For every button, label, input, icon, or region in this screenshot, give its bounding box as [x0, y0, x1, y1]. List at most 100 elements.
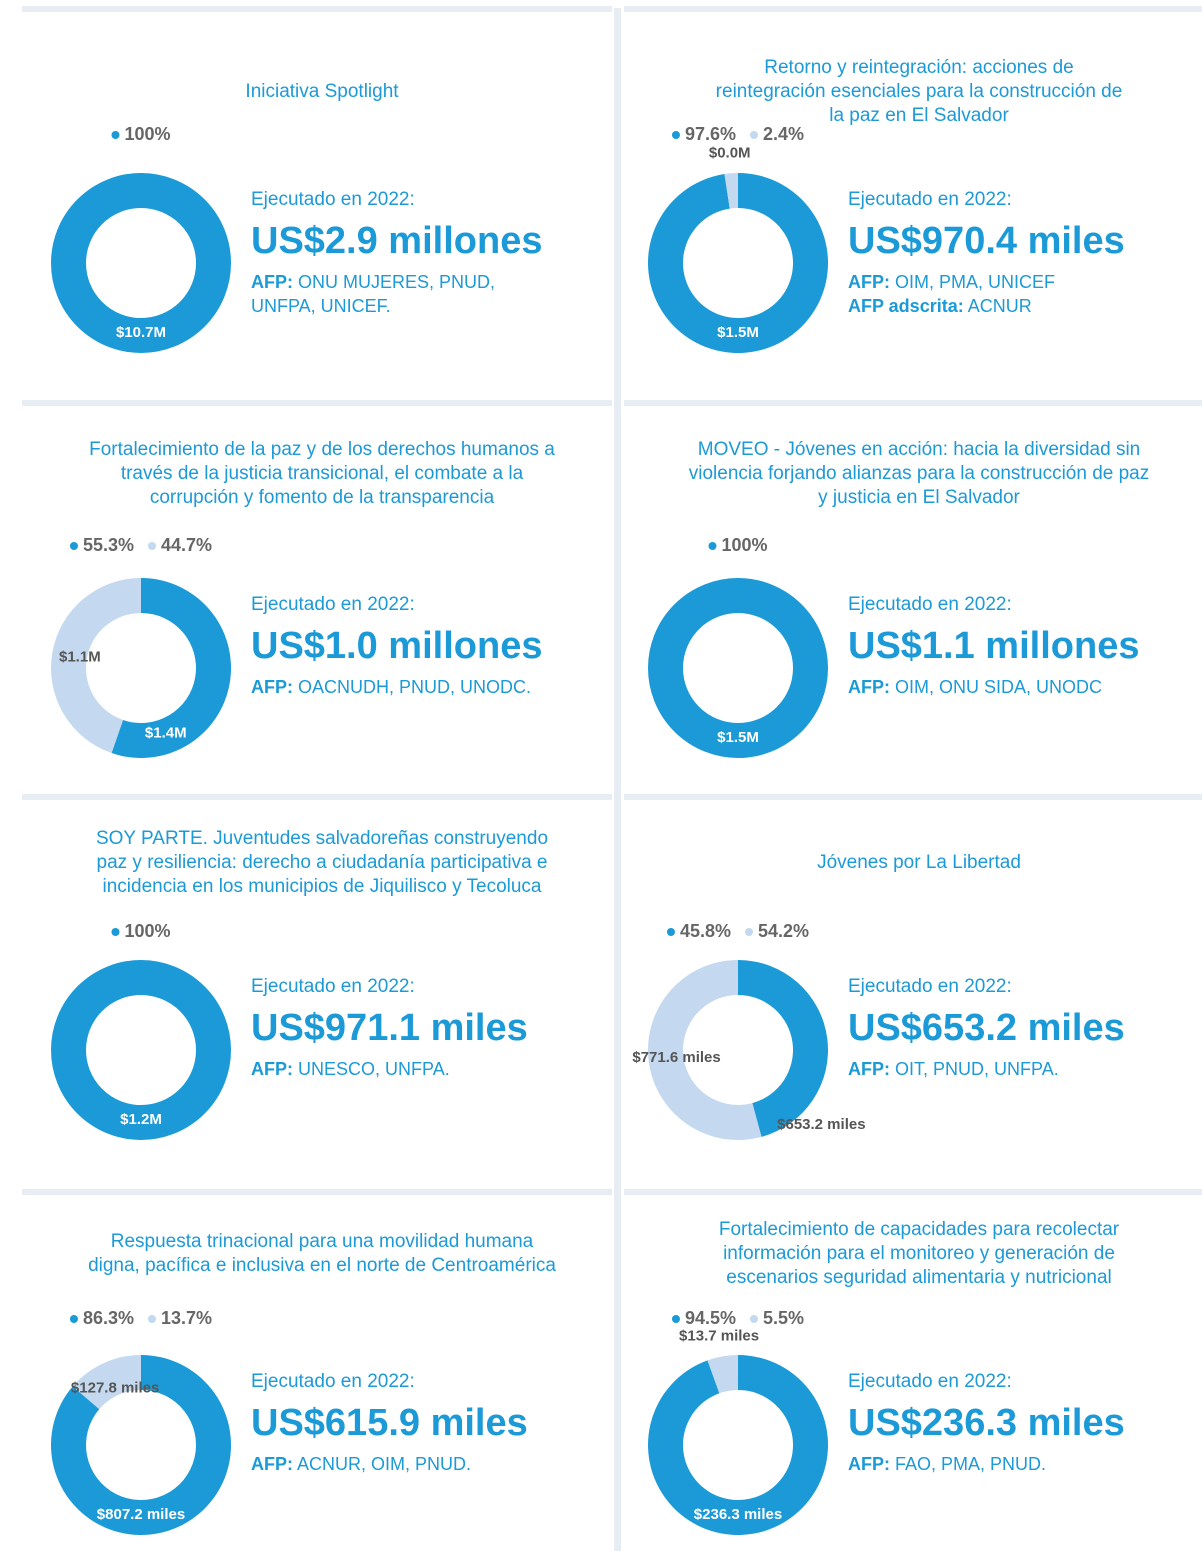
legend-dot: [666, 928, 675, 936]
legend: 97.6% 2.4%: [671, 124, 804, 144]
total: US$2.9 millones: [251, 220, 542, 262]
slice-label: $10.7M: [116, 324, 166, 341]
caption: Ejecutado en 2022:: [251, 976, 415, 997]
legend-label: 55.3%: [83, 535, 134, 555]
donut-slice: [50, 578, 142, 754]
card-title: Retorno y reintegración: acciones de: [764, 57, 1073, 78]
donut-card: Retorno y reintegración: acciones de rein…: [648, 57, 1125, 354]
legend-label: 2.4%: [763, 124, 804, 144]
legend-label: 5.5%: [763, 1308, 804, 1328]
agency-list: OACNUDH, PNUD, UNODC.: [298, 677, 531, 697]
slice-label: $653.2 miles: [777, 1116, 865, 1133]
legend-label: 13.7%: [161, 1308, 212, 1328]
agency-label: AFP:: [251, 1059, 293, 1079]
card-title: Iniciativa Spotlight: [245, 81, 399, 102]
card-title: MOVEO - Jóvenes en acción: hacia la dive…: [698, 439, 1141, 460]
agency-list: ACNUR: [968, 296, 1032, 316]
card-title: digna, pacífica e inclusiva en el norte …: [88, 1255, 556, 1276]
slice-label: $1.5M: [717, 729, 759, 746]
caption: Ejecutado en 2022:: [251, 189, 415, 210]
donut-card: Jóvenes por La Libertad 45.8% 54.2% $653.2 …: [632, 852, 1125, 1140]
card-title: Respuesta trinacional para una movilidad…: [111, 1231, 534, 1252]
donut-slice: [51, 173, 231, 353]
donut-slice: [707, 1355, 738, 1394]
agency-label: AFP:: [251, 1454, 293, 1474]
agency-label: AFP:: [251, 272, 293, 292]
card-title: escenarios seguridad alimentaria y nutri…: [726, 1267, 1111, 1288]
legend-dot: [69, 1315, 78, 1323]
legend-label: 44.7%: [161, 535, 212, 555]
card-title: través de la justicia transicional, el c…: [121, 463, 524, 484]
row-divider: [22, 400, 612, 406]
donut-slice: [647, 1355, 828, 1536]
legend: 100%: [111, 124, 171, 144]
slice-label: $0.0M: [709, 144, 751, 161]
legend: 45.8% 54.2%: [666, 921, 809, 941]
donut-slice: [51, 960, 231, 1140]
legend-label: 86.3%: [83, 1308, 134, 1328]
agencies: AFP: ONU MUJERES, PNUD,: [251, 272, 495, 292]
agency-label: AFP adscrita:: [848, 296, 964, 316]
agency-list: FAO, PMA, PNUD.: [895, 1454, 1046, 1474]
row-divider: [22, 794, 612, 800]
agency-list: ONU MUJERES, PNUD,: [298, 272, 495, 292]
agency-list: OIT, PNUD, UNFPA.: [895, 1059, 1059, 1079]
donut-card: Fortalecimiento de capacidades para reco…: [647, 1219, 1125, 1536]
total: US$653.2 miles: [848, 1007, 1125, 1049]
agencies: AFP: OIT, PNUD, UNFPA.: [848, 1059, 1059, 1079]
row-divider: [22, 6, 612, 12]
legend: 55.3% 44.7%: [69, 535, 212, 555]
donut-slice: [111, 578, 231, 758]
row-divider: [624, 794, 1202, 800]
total: US$1.0 millones: [251, 625, 542, 667]
agencies: AFP: OACNUDH, PNUD, UNODC.: [251, 677, 531, 697]
agency-label: AFP:: [848, 1059, 890, 1079]
card-title: incidencia en los municipios de Jiquilis…: [103, 876, 542, 897]
agency-list: UNESCO, UNFPA.: [298, 1059, 450, 1079]
legend-dot: [69, 542, 78, 550]
legend-dot: [148, 1315, 156, 1323]
slice-label: $13.7 miles: [679, 1328, 759, 1345]
total: US$615.9 miles: [251, 1402, 528, 1444]
total: US$236.3 miles: [848, 1402, 1125, 1444]
agency-label: AFP:: [848, 1454, 890, 1474]
donut-slice: [738, 960, 829, 1137]
agency-label: AFP:: [848, 272, 890, 292]
card-title: Jóvenes por La Libertad: [817, 852, 1021, 873]
legend-label: 97.6%: [685, 124, 736, 144]
legend-dot: [750, 1315, 759, 1323]
legend: 94.5% 5.5%: [671, 1308, 804, 1328]
legend-label: 100%: [124, 124, 170, 144]
donut-slice: [724, 173, 738, 209]
total: US$970.4 miles: [848, 220, 1125, 262]
card-title: información para el monitoreo y generaci…: [723, 1243, 1115, 1264]
agency-label: AFP:: [251, 677, 293, 697]
donut-slice: [50, 1355, 231, 1536]
agencies: AFP adscrita: ACNUR: [848, 296, 1032, 316]
legend-label: 94.5%: [685, 1308, 736, 1328]
caption: Ejecutado en 2022:: [848, 594, 1012, 615]
caption: Ejecutado en 2022:: [848, 976, 1012, 997]
legend-dot: [745, 928, 753, 936]
row-divider: [22, 1189, 612, 1195]
slice-label: $127.8 miles: [71, 1380, 159, 1397]
card-title: violencia forjando alianzas para la cons…: [689, 463, 1150, 484]
card-title: Fortalecimiento de la paz y de los derec…: [89, 439, 555, 460]
donut-card: SOY PARTE. Juventudes salvadoreñas const…: [51, 828, 548, 1140]
slice-label: $1.1M: [59, 649, 101, 666]
agencies: AFP: OIM, PMA, UNICEF: [848, 272, 1055, 292]
legend-label: 45.8%: [680, 921, 731, 941]
legend: 100%: [111, 921, 171, 941]
card-title: corrupción y fomento de la transparencia: [150, 487, 495, 508]
agency-list: UNFPA, UNICEF.: [251, 296, 391, 316]
agency-list: OIM, PMA, UNICEF: [895, 272, 1055, 292]
donut-card: MOVEO - Jóvenes en acción: hacia la dive…: [648, 439, 1150, 758]
donut-card: Respuesta trinacional para una movilidad…: [50, 1231, 556, 1536]
legend-label: 54.2%: [758, 921, 809, 941]
legend-dot: [750, 131, 759, 139]
agencies: AFP: ACNUR, OIM, PNUD.: [251, 1454, 471, 1474]
donut-slice: [648, 173, 829, 354]
total: US$1.1 millones: [848, 625, 1139, 667]
donut-card: Iniciativa Spotlight 100% $10.7M Ejecutado …: [51, 81, 542, 353]
